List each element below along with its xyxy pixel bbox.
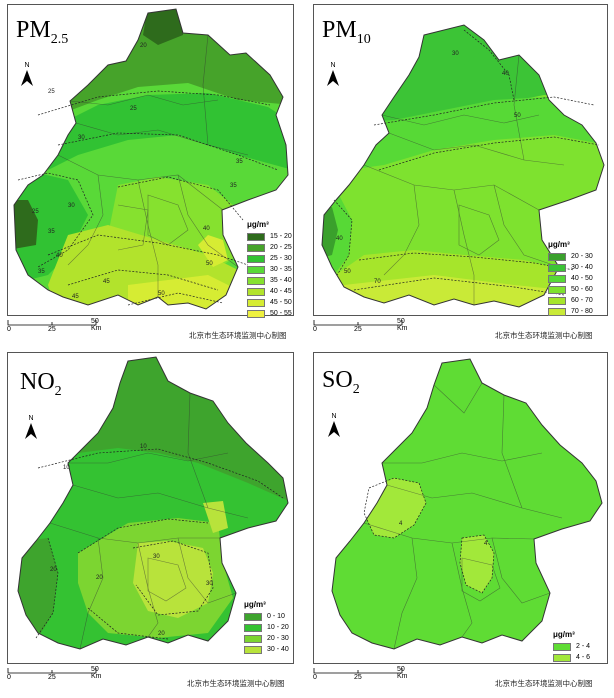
panel-title-no2: NO2 bbox=[20, 369, 62, 399]
panel-title-pm10: PM10 bbox=[322, 17, 371, 47]
legend-item: 30 - 35 bbox=[247, 264, 292, 275]
legend-item: 50 - 60 bbox=[548, 284, 593, 295]
north-arrow-icon bbox=[327, 70, 339, 86]
contour-label: 10 bbox=[140, 444, 147, 450]
legend-item: 30 - 40 bbox=[548, 262, 593, 273]
contour-label: 20 bbox=[158, 631, 165, 637]
legend-item: 20 - 30 bbox=[548, 251, 593, 262]
contour-label: 25 bbox=[130, 106, 137, 112]
scale-bar-so2: 0 25 50 Km bbox=[313, 666, 408, 681]
contour-label: 30 bbox=[153, 554, 160, 560]
north-arrow-icon bbox=[328, 421, 340, 437]
legend-item: 4 - 6 bbox=[553, 652, 590, 663]
contour-label: 25 bbox=[48, 89, 55, 95]
credit-text: 北京市生态环境监测中心制图 bbox=[495, 331, 593, 340]
contour-label: 40 bbox=[203, 226, 210, 232]
legend-item: 30 - 40 bbox=[244, 644, 289, 655]
scale-bar-no2: 0 25 50 Km bbox=[7, 666, 102, 681]
scale-bar-pm10: 0 25 50 Km bbox=[313, 318, 408, 333]
north-arrow: N bbox=[327, 413, 341, 442]
legend-item: 50 - 55 bbox=[247, 308, 292, 319]
north-arrow: N bbox=[24, 415, 38, 444]
legend-no2: μg/m³ 0 - 10 10 - 20 20 - 30 30 - 40 bbox=[244, 600, 289, 655]
contour-label: 20 bbox=[140, 43, 147, 49]
contour-label: 50 bbox=[158, 291, 165, 297]
contour-label: 40 bbox=[336, 236, 343, 242]
legend-pm10: μg/m³ 20 - 30 30 - 40 40 - 50 50 - 60 60… bbox=[548, 240, 593, 317]
legend-unit: μg/m³ bbox=[247, 220, 269, 229]
legend-item: 0 - 10 bbox=[244, 611, 289, 622]
north-arrow: N bbox=[20, 62, 34, 91]
legend-unit: μg/m³ bbox=[244, 600, 266, 609]
panel-title-pm25: PM2.5 bbox=[16, 17, 69, 47]
map-frame-so2: 4 4 bbox=[313, 352, 608, 664]
scale-bar-pm25: 0 25 50 Km bbox=[7, 318, 102, 333]
legend-item: 20 - 25 bbox=[247, 242, 292, 253]
legend-item: 15 - 20 bbox=[247, 231, 292, 242]
contour-label: 30 bbox=[206, 581, 213, 587]
legend-item: 35 - 40 bbox=[247, 275, 292, 286]
legend-item: 40 - 50 bbox=[548, 273, 593, 284]
contour-label: 35 bbox=[38, 269, 45, 275]
legend-item: 45 - 50 bbox=[247, 297, 292, 308]
contour-label: 30 bbox=[78, 135, 85, 141]
north-arrow: N bbox=[326, 62, 340, 91]
legend-unit: μg/m³ bbox=[553, 630, 575, 639]
contour-label: 50 bbox=[344, 269, 351, 275]
map-frame-no2: 10 10 20 20 20 30 30 bbox=[7, 352, 294, 664]
contour-label: 40 bbox=[56, 253, 63, 259]
contour-label: 20 bbox=[96, 575, 103, 581]
contour-label: 50 bbox=[206, 261, 213, 267]
legend-pm25: μg/m³ 15 - 20 20 - 25 25 - 30 30 - 35 35… bbox=[247, 220, 292, 319]
map-so2: 4 4 bbox=[331, 358, 603, 650]
contour-label: 35 bbox=[48, 229, 55, 235]
map-pm25: 20 25 25 30 35 35 25 40 40 45 45 50 50 3… bbox=[13, 8, 289, 310]
legend-item: 25 - 30 bbox=[247, 253, 292, 264]
legend-item: 20 - 30 bbox=[244, 633, 289, 644]
contour-label: 20 bbox=[50, 567, 57, 573]
contour-label: 70 bbox=[374, 279, 381, 285]
contour-label: 4 bbox=[484, 541, 488, 547]
contour-label: 10 bbox=[63, 465, 70, 471]
north-arrow-icon bbox=[21, 70, 33, 86]
contour-label: 30 bbox=[68, 203, 75, 209]
legend-item: 2 - 4 bbox=[553, 641, 590, 652]
credit-text: 北京市生态环境监测中心制图 bbox=[187, 679, 285, 688]
contour-label: 30 bbox=[452, 51, 459, 57]
contour-label: 40 bbox=[502, 71, 509, 77]
legend-item: 70 - 80 bbox=[548, 306, 593, 317]
credit-text: 北京市生态环境监测中心制图 bbox=[495, 679, 593, 688]
contour-label: 35 bbox=[236, 159, 243, 165]
contour-label: 45 bbox=[103, 279, 110, 285]
contour-label: 45 bbox=[72, 294, 79, 300]
legend-so2: μg/m³ 2 - 4 4 - 6 bbox=[553, 630, 590, 663]
contour-label: 25 bbox=[32, 209, 39, 215]
legend-unit: μg/m³ bbox=[548, 240, 570, 249]
panel-title-so2: SO2 bbox=[322, 367, 360, 397]
contour-label: 4 bbox=[399, 521, 403, 527]
map-frame-pm25: 20 25 25 30 35 35 25 40 40 45 45 50 50 3… bbox=[7, 4, 294, 316]
credit-text: 北京市生态环境监测中心制图 bbox=[189, 331, 287, 340]
map-no2: 10 10 20 20 20 30 30 bbox=[17, 356, 289, 650]
legend-item: 10 - 20 bbox=[244, 622, 289, 633]
contour-label: 50 bbox=[514, 113, 521, 119]
north-arrow-icon bbox=[25, 423, 37, 439]
legend-item: 40 - 45 bbox=[247, 286, 292, 297]
legend-item: 60 - 70 bbox=[548, 295, 593, 306]
contour-label: 35 bbox=[230, 183, 237, 189]
